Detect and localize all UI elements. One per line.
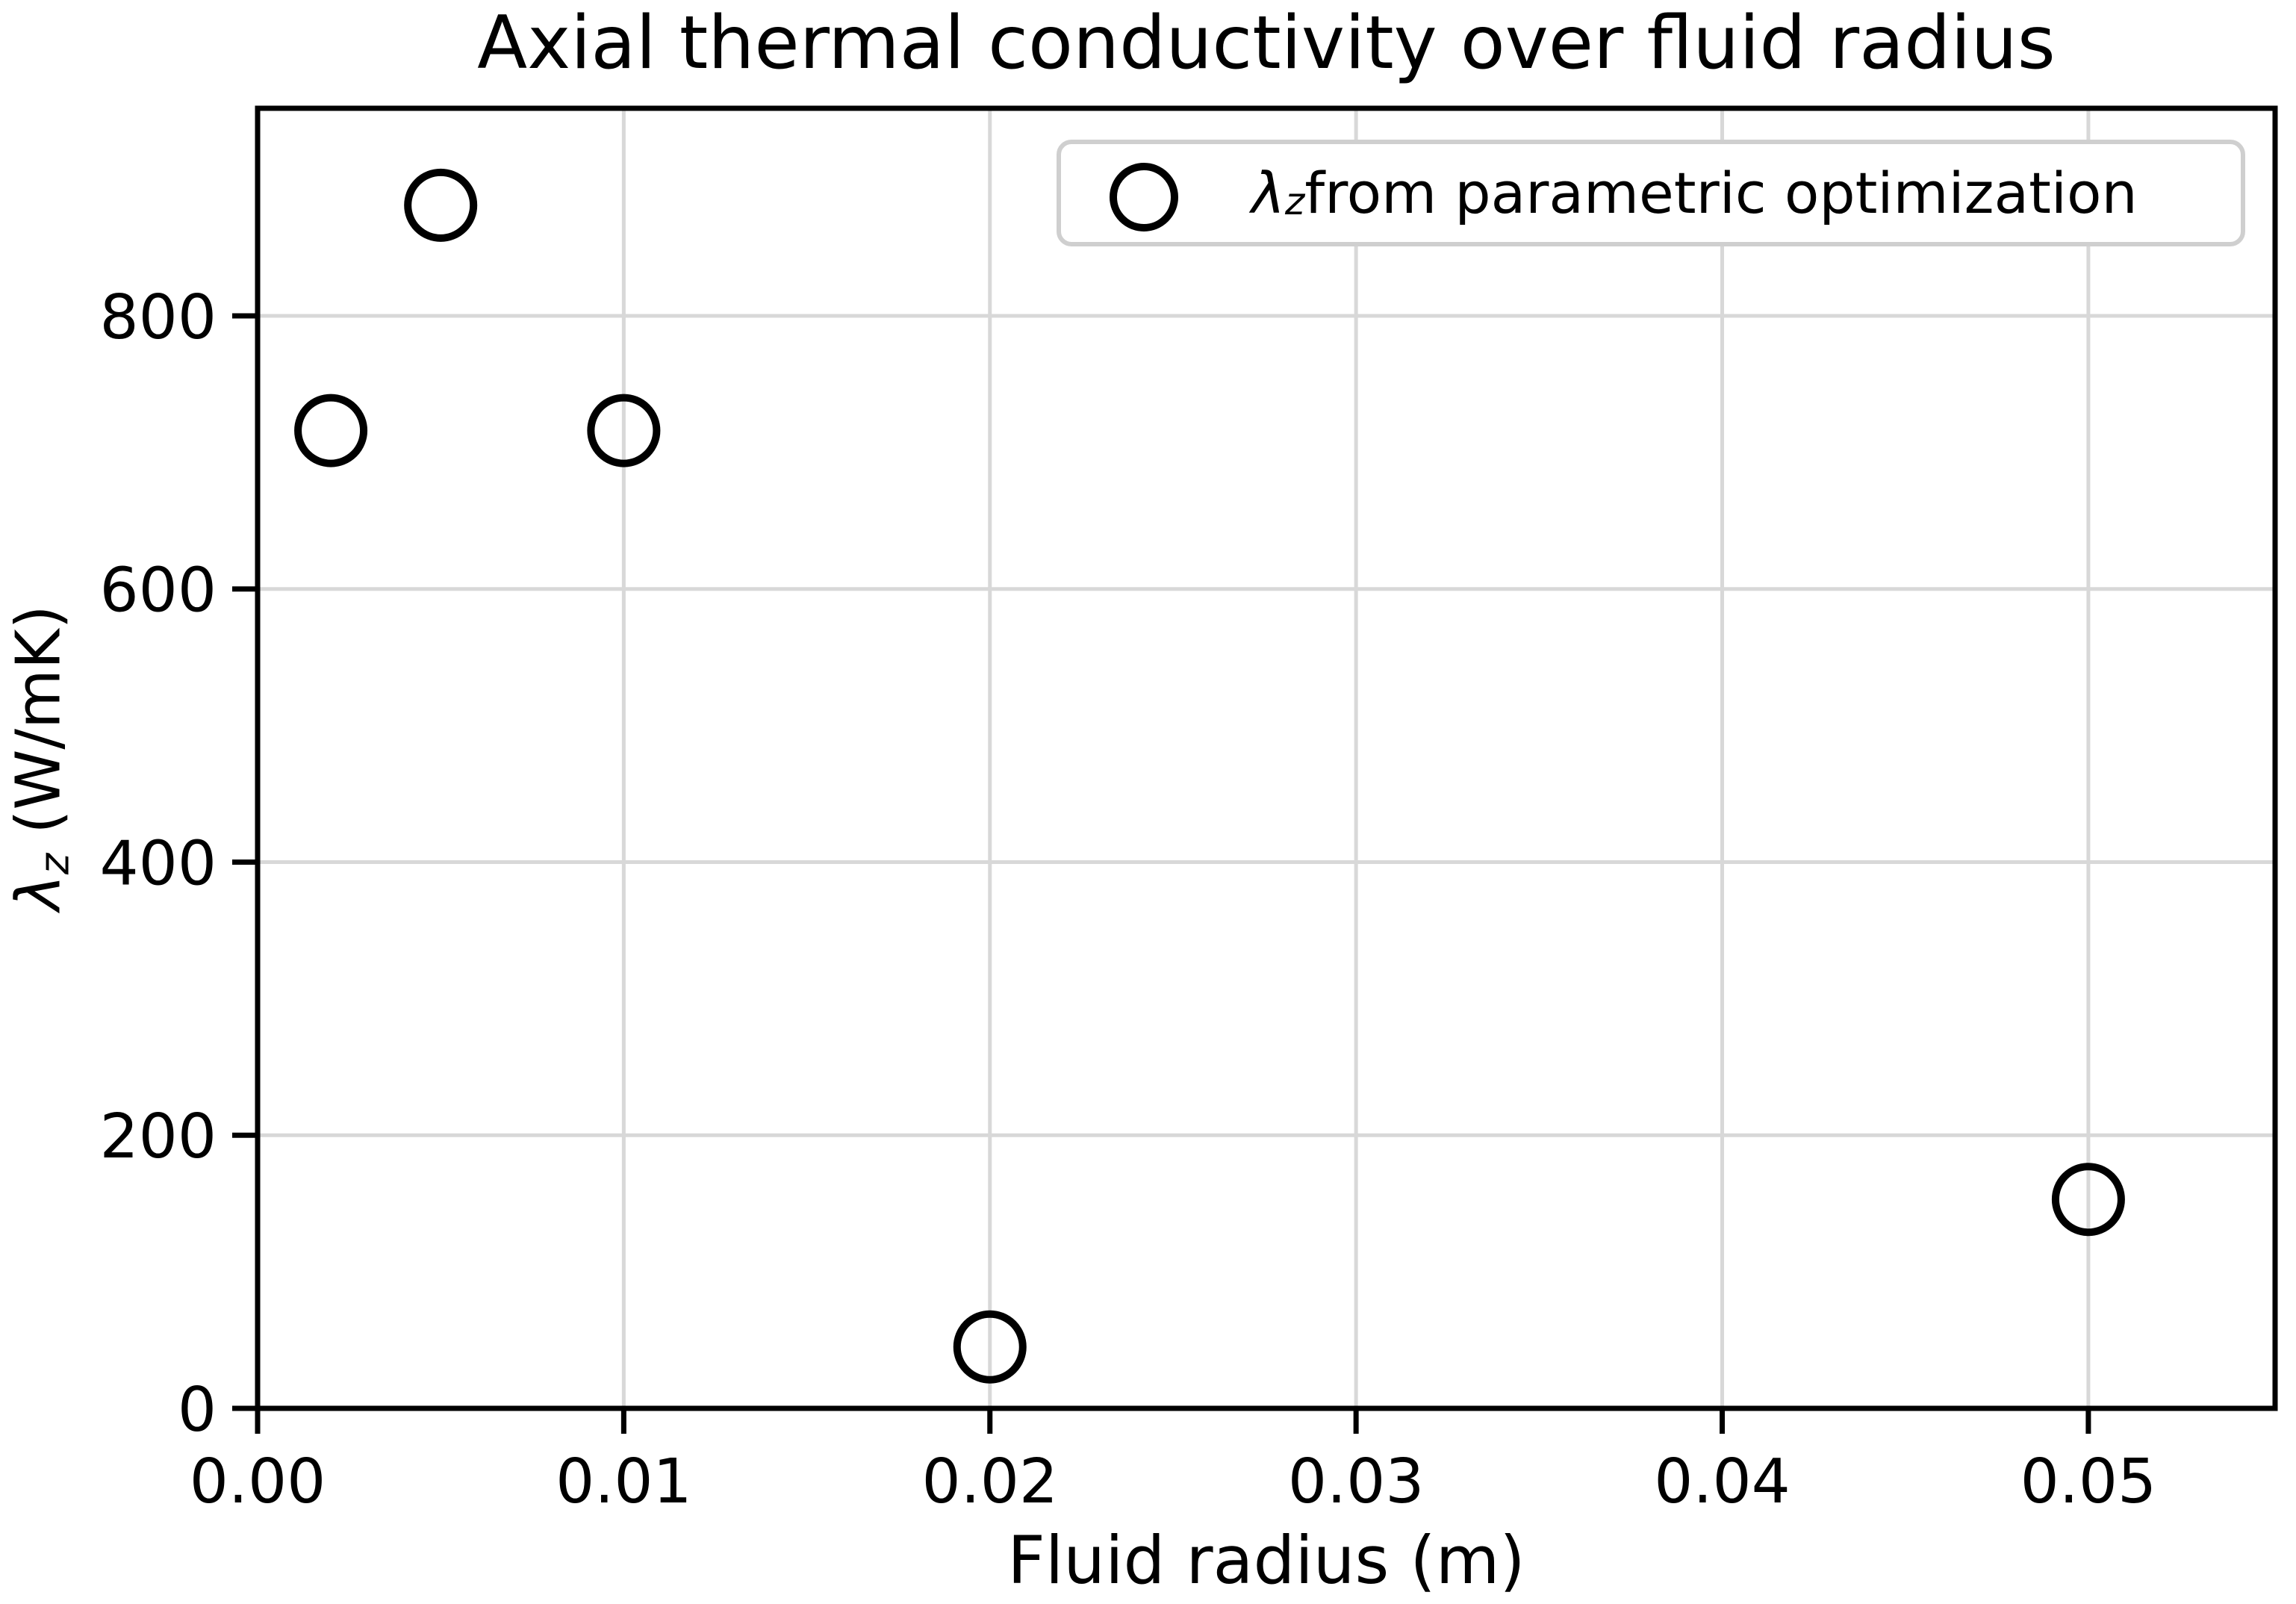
y-axis-label: λz (W/mK) [3, 605, 78, 911]
lambda-subscript: z [1284, 179, 1305, 224]
open-circle-icon [1110, 163, 1178, 231]
x-tick-label: 0.02 [921, 1446, 1058, 1517]
x-tick-label: 0.05 [2020, 1446, 2157, 1517]
legend-label-text: from parametric optimization [1304, 160, 2138, 226]
x-tick-label: 0.03 [1288, 1446, 1425, 1517]
x-tick-label: 0.00 [190, 1446, 326, 1517]
gridlines [255, 108, 2275, 1411]
plot-border [255, 105, 2278, 1411]
chart-title: Axial thermal conductivity over fluid ra… [477, 1, 2056, 86]
data-point-marker [587, 394, 661, 467]
y-tick-label: 800 [99, 282, 217, 353]
y-axis-unit: (W/mK) [3, 605, 75, 854]
tick-labels: 0.00 0.01 0.02 0.03 0.04 0.05 0 200 400 600 800 [99, 282, 2156, 1517]
x-axis-label: Fluid radius (m) [1007, 1522, 1525, 1599]
lambda-symbol: λ [1251, 160, 1285, 226]
data-points [294, 168, 2125, 1384]
data-point-marker [2051, 1163, 2125, 1237]
lambda-symbol: λ [3, 874, 75, 911]
x-tick-label: 0.01 [556, 1446, 692, 1517]
axis-ticks [232, 313, 2091, 1434]
data-point-marker [294, 394, 368, 467]
y-tick-label: 200 [99, 1101, 217, 1172]
y-tick-label: 400 [99, 828, 217, 899]
y-tick-label: 0 [178, 1375, 217, 1446]
data-point-marker [953, 1310, 1027, 1384]
data-point-marker [404, 168, 478, 242]
x-tick-label: 0.04 [1654, 1446, 1791, 1517]
y-tick-label: 600 [99, 556, 217, 627]
lambda-subscript: z [31, 853, 78, 875]
